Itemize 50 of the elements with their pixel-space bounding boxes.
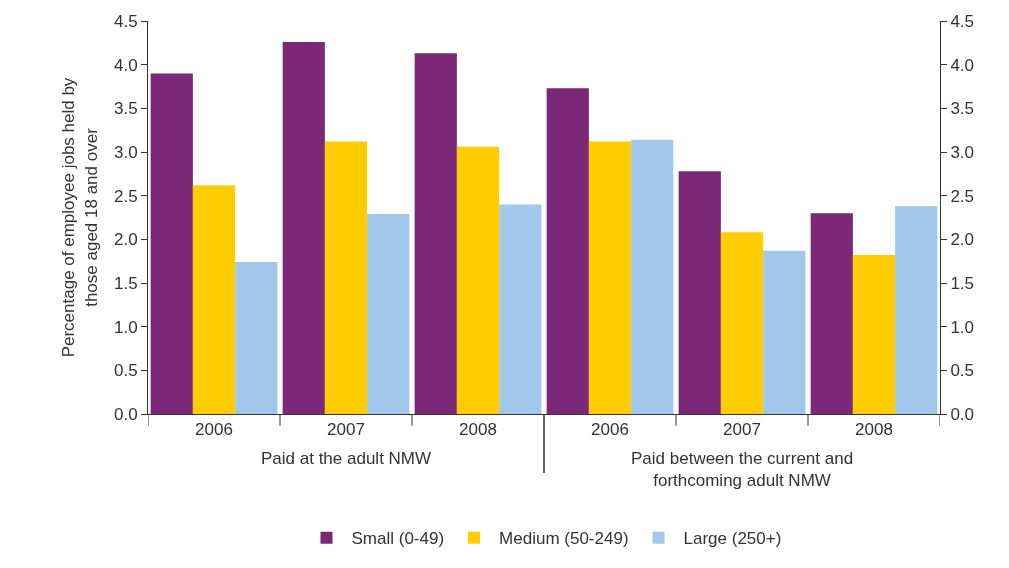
y-tick-label: 2.0: [113, 230, 138, 250]
bar: [414, 53, 457, 414]
y2-tick-label: 1.5: [950, 273, 975, 293]
bar: [810, 213, 853, 414]
y2-tick-label: 1.0: [950, 317, 975, 337]
bar: [192, 185, 236, 414]
x-tick-label: 2007: [327, 420, 365, 440]
y-tick-label: 0.0: [113, 404, 138, 424]
x-tick-label: 2006: [195, 420, 233, 440]
y-tick-label: 0.5: [113, 361, 138, 381]
x-tick-label: 2008: [459, 420, 497, 440]
y2-tick-label: 2.5: [950, 186, 975, 206]
bar: [324, 141, 368, 414]
y2-tick-label: 3.5: [950, 99, 975, 119]
y2-tick-label: 0.0: [950, 404, 975, 424]
y2-tick-label: 2.0: [950, 230, 975, 250]
text: Paid at the adult NMW: [261, 449, 432, 468]
bar: [678, 171, 721, 414]
y2-tick-label: 3.0: [950, 142, 975, 162]
y-tick-label: 1.0: [113, 317, 138, 337]
legend-label: Large (250+): [683, 529, 782, 549]
bar: [150, 73, 193, 414]
y-axis-title: Percentage of employee jobs held by those aged 18 and over: [59, 77, 101, 358]
y-tick-label: 1.5: [113, 273, 138, 293]
y-tick-label: 3.5: [113, 99, 138, 119]
bar: [763, 250, 806, 414]
y2-tick-label: 4.0: [950, 55, 975, 75]
legend-label: Small (0-49): [351, 529, 445, 549]
text: Paid between the current and forthcoming adult NMW: [631, 449, 854, 491]
y-tick-label: 2.5: [113, 186, 138, 206]
bar: [235, 262, 278, 414]
y2-tick-label: 0.5: [950, 361, 975, 381]
legend-label: Medium (50-249): [499, 529, 629, 549]
x-tick-label: 2006: [591, 420, 629, 440]
bar: [499, 204, 542, 414]
x-tick-label: 2008: [855, 420, 893, 440]
bar: [720, 232, 764, 414]
y-tick-label: 4.0: [113, 55, 138, 75]
bar: [895, 206, 938, 414]
y-tick-label: 4.5: [113, 11, 138, 31]
bar: [852, 255, 896, 414]
bar: [588, 141, 632, 414]
bar: [546, 88, 589, 414]
bar: [631, 139, 674, 414]
y-tick-label: 3.0: [113, 142, 138, 162]
bar: [282, 41, 325, 414]
x-tick-label: 2007: [723, 420, 761, 440]
bar: [456, 146, 500, 414]
bar: [367, 214, 410, 414]
y2-tick-label: 4.5: [950, 11, 975, 31]
